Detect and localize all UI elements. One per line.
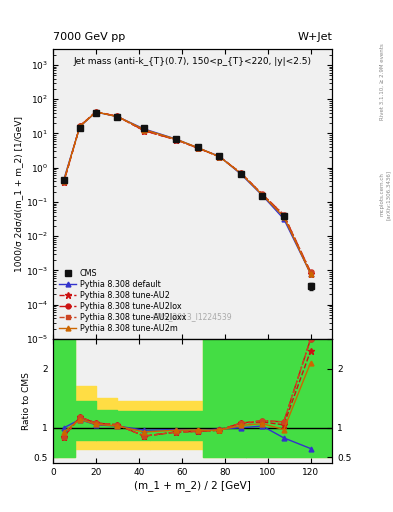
Line: Pythia 8.308 tune-AU2loxx: Pythia 8.308 tune-AU2loxx — [61, 110, 313, 274]
Pythia 8.308 tune-AU2lox — [77, 123, 82, 129]
Pythia 8.308 tune-AU2m — [260, 192, 265, 198]
Text: CMS_2013_I1224539: CMS_2013_I1224539 — [153, 312, 232, 322]
Pythia 8.308 tune-AU2lox — [260, 191, 265, 197]
Pythia 8.308 tune-AU2 — [174, 137, 179, 143]
Pythia 8.308 tune-AU2 — [217, 154, 222, 160]
Line: Pythia 8.308 tune-AU2m: Pythia 8.308 tune-AU2m — [61, 110, 313, 276]
Line: Pythia 8.308 tune-AU2: Pythia 8.308 tune-AU2 — [60, 109, 314, 277]
Text: mcplots.cern.ch: mcplots.cern.ch — [380, 173, 384, 217]
Text: 7000 GeV pp: 7000 GeV pp — [53, 32, 125, 42]
Pythia 8.308 tune-AU2m — [61, 178, 66, 184]
Pythia 8.308 tune-AU2 — [142, 127, 147, 134]
Pythia 8.308 tune-AU2loxx — [281, 212, 286, 218]
Text: [arXiv:1306.3436]: [arXiv:1306.3436] — [386, 169, 390, 220]
Pythia 8.308 tune-AU2 — [239, 170, 243, 176]
Pythia 8.308 tune-AU2lox — [281, 212, 286, 218]
Y-axis label: 1000/σ 2dσ/d(m_1 + m_2) [1/GeV]: 1000/σ 2dσ/d(m_1 + m_2) [1/GeV] — [14, 116, 23, 272]
Pythia 8.308 tune-AU2 — [94, 109, 98, 115]
Pythia 8.308 tune-AU2lox — [115, 113, 120, 119]
Pythia 8.308 tune-AU2loxx — [115, 113, 120, 119]
Pythia 8.308 default — [174, 136, 179, 142]
Pythia 8.308 default — [115, 114, 120, 120]
Pythia 8.308 tune-AU2loxx — [260, 191, 265, 197]
Pythia 8.308 tune-AU2lox — [61, 179, 66, 185]
Pythia 8.308 tune-AU2loxx — [174, 137, 179, 143]
Pythia 8.308 tune-AU2 — [260, 191, 265, 198]
Pythia 8.308 tune-AU2loxx — [239, 170, 243, 176]
Pythia 8.308 tune-AU2m — [217, 154, 222, 160]
Pythia 8.308 tune-AU2loxx — [308, 269, 313, 275]
Pythia 8.308 tune-AU2m — [94, 109, 98, 115]
Pythia 8.308 default — [239, 171, 243, 177]
Text: W+Jet: W+Jet — [297, 32, 332, 42]
Pythia 8.308 tune-AU2m — [196, 144, 200, 151]
Pythia 8.308 tune-AU2loxx — [94, 109, 98, 115]
Pythia 8.308 tune-AU2lox — [308, 269, 313, 275]
X-axis label: (m_1 + m_2) / 2 [GeV]: (m_1 + m_2) / 2 [GeV] — [134, 480, 251, 491]
Pythia 8.308 tune-AU2 — [77, 123, 82, 129]
Pythia 8.308 tune-AU2lox — [142, 127, 147, 134]
Pythia 8.308 tune-AU2lox — [174, 137, 179, 143]
Pythia 8.308 default — [281, 216, 286, 222]
Pythia 8.308 tune-AU2loxx — [217, 154, 222, 160]
Pythia 8.308 tune-AU2m — [142, 126, 147, 133]
Pythia 8.308 tune-AU2lox — [239, 170, 243, 176]
Y-axis label: Ratio to CMS: Ratio to CMS — [22, 372, 31, 430]
Pythia 8.308 default — [196, 145, 200, 151]
Pythia 8.308 default — [61, 177, 66, 183]
Pythia 8.308 tune-AU2m — [77, 123, 82, 130]
Line: Pythia 8.308 default: Pythia 8.308 default — [61, 110, 313, 276]
Pythia 8.308 tune-AU2loxx — [196, 145, 200, 151]
Pythia 8.308 tune-AU2loxx — [61, 179, 66, 185]
Pythia 8.308 default — [142, 126, 147, 132]
Text: Jet mass (anti-k_{T}(0.7), 150<p_{T}<220, |y|<2.5): Jet mass (anti-k_{T}(0.7), 150<p_{T}<220… — [73, 57, 312, 67]
Legend: CMS, Pythia 8.308 default, Pythia 8.308 tune-AU2, Pythia 8.308 tune-AU2lox, Pyth: CMS, Pythia 8.308 default, Pythia 8.308 … — [57, 268, 187, 335]
Line: Pythia 8.308 tune-AU2lox: Pythia 8.308 tune-AU2lox — [61, 110, 313, 274]
Pythia 8.308 default — [217, 153, 222, 159]
Pythia 8.308 tune-AU2lox — [94, 109, 98, 115]
Pythia 8.308 tune-AU2 — [281, 212, 286, 219]
Pythia 8.308 tune-AU2 — [196, 145, 200, 151]
Pythia 8.308 tune-AU2loxx — [142, 127, 147, 134]
Pythia 8.308 tune-AU2loxx — [77, 123, 82, 129]
Pythia 8.308 tune-AU2m — [239, 170, 243, 177]
Pythia 8.308 tune-AU2m — [115, 114, 120, 120]
Text: Rivet 3.1.10, ≥ 2.9M events: Rivet 3.1.10, ≥ 2.9M events — [380, 44, 384, 120]
Pythia 8.308 tune-AU2m — [281, 214, 286, 220]
Pythia 8.308 tune-AU2m — [174, 136, 179, 142]
Pythia 8.308 default — [94, 109, 98, 115]
Pythia 8.308 tune-AU2 — [61, 179, 66, 185]
Pythia 8.308 tune-AU2 — [115, 113, 120, 119]
Pythia 8.308 tune-AU2 — [308, 271, 313, 277]
Pythia 8.308 default — [308, 271, 313, 277]
Pythia 8.308 default — [260, 193, 265, 199]
Pythia 8.308 default — [77, 123, 82, 130]
Pythia 8.308 tune-AU2m — [308, 271, 313, 277]
Pythia 8.308 tune-AU2lox — [217, 154, 222, 160]
Pythia 8.308 tune-AU2lox — [196, 145, 200, 151]
